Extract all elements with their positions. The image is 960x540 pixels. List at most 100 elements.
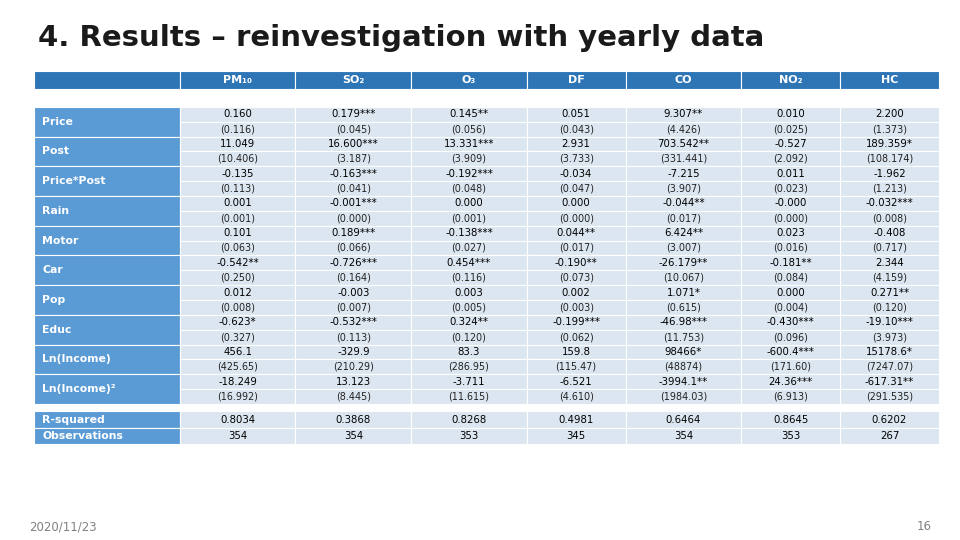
Text: (8.445): (8.445): [336, 392, 371, 402]
Text: (0.073): (0.073): [559, 273, 593, 283]
Bar: [527, 300, 626, 315]
Bar: [741, 226, 840, 241]
Text: PM₁₀: PM₁₀: [223, 75, 252, 85]
Text: (425.65): (425.65): [217, 362, 258, 372]
Text: (0.116): (0.116): [451, 273, 487, 283]
Bar: [34, 411, 180, 428]
Text: 13.123: 13.123: [336, 376, 371, 387]
Text: -3.711: -3.711: [453, 376, 485, 387]
Bar: [34, 255, 180, 285]
Text: (6.913): (6.913): [773, 392, 808, 402]
Bar: [411, 374, 527, 389]
Bar: [296, 137, 411, 151]
Bar: [34, 71, 180, 89]
Text: (0.048): (0.048): [451, 184, 487, 194]
Text: 2.931: 2.931: [562, 139, 590, 149]
Bar: [626, 255, 741, 271]
Bar: [741, 428, 840, 444]
Bar: [180, 255, 296, 271]
Bar: [626, 226, 741, 241]
Text: Price*Post: Price*Post: [42, 176, 106, 186]
Bar: [527, 315, 626, 330]
Bar: [527, 428, 626, 444]
Bar: [527, 271, 626, 285]
Text: Car: Car: [42, 265, 63, 275]
Bar: [296, 330, 411, 345]
Text: (10.406): (10.406): [217, 154, 258, 164]
Text: (0.120): (0.120): [872, 302, 907, 313]
Text: -600.4***: -600.4***: [767, 347, 815, 357]
Text: (286.95): (286.95): [448, 362, 490, 372]
Text: (0.017): (0.017): [666, 213, 701, 224]
Text: (0.005): (0.005): [451, 302, 487, 313]
Text: (0.615): (0.615): [666, 302, 701, 313]
Text: -1.962: -1.962: [874, 168, 906, 179]
Bar: [527, 411, 626, 428]
Bar: [411, 360, 527, 374]
Bar: [411, 389, 527, 404]
Bar: [180, 107, 296, 122]
Text: (0.000): (0.000): [773, 213, 808, 224]
Text: (2.092): (2.092): [773, 154, 808, 164]
Bar: [741, 196, 840, 211]
Text: -0.726***: -0.726***: [329, 258, 377, 268]
Text: CO: CO: [675, 75, 692, 85]
Text: -0.408: -0.408: [874, 228, 905, 238]
Text: (0.084): (0.084): [773, 273, 808, 283]
Bar: [840, 345, 939, 360]
Bar: [741, 122, 840, 137]
Bar: [180, 271, 296, 285]
Text: -0.192***: -0.192***: [445, 168, 492, 179]
Bar: [840, 255, 939, 271]
Text: (0.045): (0.045): [336, 124, 371, 134]
Text: -0.001***: -0.001***: [329, 198, 377, 208]
Text: (0.113): (0.113): [220, 184, 255, 194]
Bar: [626, 374, 741, 389]
Text: Observations: Observations: [42, 431, 123, 441]
Bar: [741, 315, 840, 330]
Text: 11.049: 11.049: [220, 139, 255, 149]
Bar: [411, 330, 527, 345]
Text: 1.071*: 1.071*: [666, 287, 701, 298]
Text: 0.6464: 0.6464: [665, 415, 701, 424]
Bar: [296, 181, 411, 196]
Bar: [741, 71, 840, 89]
Text: 98466*: 98466*: [664, 347, 702, 357]
Text: (0.047): (0.047): [559, 184, 593, 194]
Bar: [626, 330, 741, 345]
Bar: [840, 428, 939, 444]
Text: (0.116): (0.116): [220, 124, 255, 134]
Bar: [411, 152, 527, 166]
Bar: [34, 166, 180, 196]
Bar: [296, 226, 411, 241]
Text: (0.041): (0.041): [336, 184, 371, 194]
Bar: [411, 196, 527, 211]
Bar: [34, 428, 180, 444]
Bar: [34, 315, 180, 345]
Text: 0.010: 0.010: [777, 109, 805, 119]
Bar: [840, 226, 939, 241]
Bar: [626, 389, 741, 404]
Text: (291.535): (291.535): [866, 392, 913, 402]
Bar: [411, 255, 527, 271]
Text: (0.000): (0.000): [336, 213, 371, 224]
Bar: [180, 181, 296, 196]
Text: (4.610): (4.610): [559, 392, 593, 402]
Bar: [180, 374, 296, 389]
Text: -0.532***: -0.532***: [329, 317, 377, 327]
Text: 0.8645: 0.8645: [773, 415, 808, 424]
Bar: [180, 122, 296, 137]
Text: 6.424**: 6.424**: [664, 228, 703, 238]
Bar: [296, 71, 411, 89]
Text: -0.138***: -0.138***: [445, 228, 492, 238]
Text: (4.159): (4.159): [872, 273, 907, 283]
Text: (7247.07): (7247.07): [866, 362, 913, 372]
Bar: [296, 411, 411, 428]
Text: 13.331***: 13.331***: [444, 139, 494, 149]
Bar: [626, 411, 741, 428]
Bar: [741, 107, 840, 122]
Text: -0.032***: -0.032***: [866, 198, 913, 208]
Text: (210.29): (210.29): [333, 362, 373, 372]
Bar: [296, 196, 411, 211]
Text: 0.3868: 0.3868: [336, 415, 371, 424]
